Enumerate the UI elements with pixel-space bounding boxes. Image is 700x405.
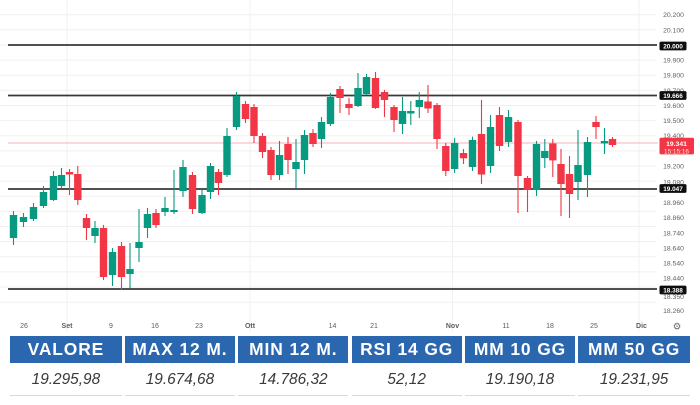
svg-text:11: 11 <box>502 323 509 330</box>
svg-text:Ott: Ott <box>245 323 256 330</box>
svg-text:19.047: 19.047 <box>663 186 683 193</box>
svg-text:19.666: 19.666 <box>663 93 683 100</box>
svg-text:19.600: 19.600 <box>663 103 684 110</box>
svg-text:14: 14 <box>329 323 337 330</box>
svg-text:18.440: 18.440 <box>663 275 684 282</box>
svg-text:19.500: 19.500 <box>663 118 684 125</box>
svg-text:15:15:16: 15:15:16 <box>664 148 689 155</box>
svg-text:19.341: 19.341 <box>666 141 687 148</box>
svg-text:26: 26 <box>20 323 28 330</box>
svg-text:25: 25 <box>590 323 598 330</box>
svg-text:19.080: 19.080 <box>663 179 684 186</box>
svg-text:19.400: 19.400 <box>663 133 684 140</box>
svg-text:Set: Set <box>62 323 74 330</box>
svg-text:18.260: 18.260 <box>663 308 684 315</box>
svg-text:18.960: 18.960 <box>663 200 684 207</box>
svg-text:19.800: 19.800 <box>663 73 684 80</box>
svg-text:19.900: 19.900 <box>663 58 684 65</box>
svg-text:18.740: 18.740 <box>663 230 684 237</box>
svg-text:18.860: 18.860 <box>663 215 684 222</box>
svg-text:19.200: 19.200 <box>663 163 684 170</box>
svg-text:Nov: Nov <box>446 323 459 330</box>
svg-text:18.388: 18.388 <box>663 287 683 294</box>
svg-text:18.540: 18.540 <box>663 260 684 267</box>
svg-text:16: 16 <box>151 323 159 330</box>
svg-text:18.640: 18.640 <box>663 245 684 252</box>
svg-text:20.000: 20.000 <box>663 43 683 50</box>
svg-text:20.200: 20.200 <box>663 12 684 19</box>
svg-text:20.100: 20.100 <box>663 27 684 34</box>
svg-text:23: 23 <box>195 323 203 330</box>
svg-text:9: 9 <box>109 323 113 330</box>
svg-text:Dic: Dic <box>636 323 647 330</box>
svg-text:18: 18 <box>546 323 554 330</box>
svg-text:21: 21 <box>370 323 378 330</box>
svg-text:18.350: 18.350 <box>663 294 684 301</box>
svg-text:⚙: ⚙ <box>673 322 682 333</box>
